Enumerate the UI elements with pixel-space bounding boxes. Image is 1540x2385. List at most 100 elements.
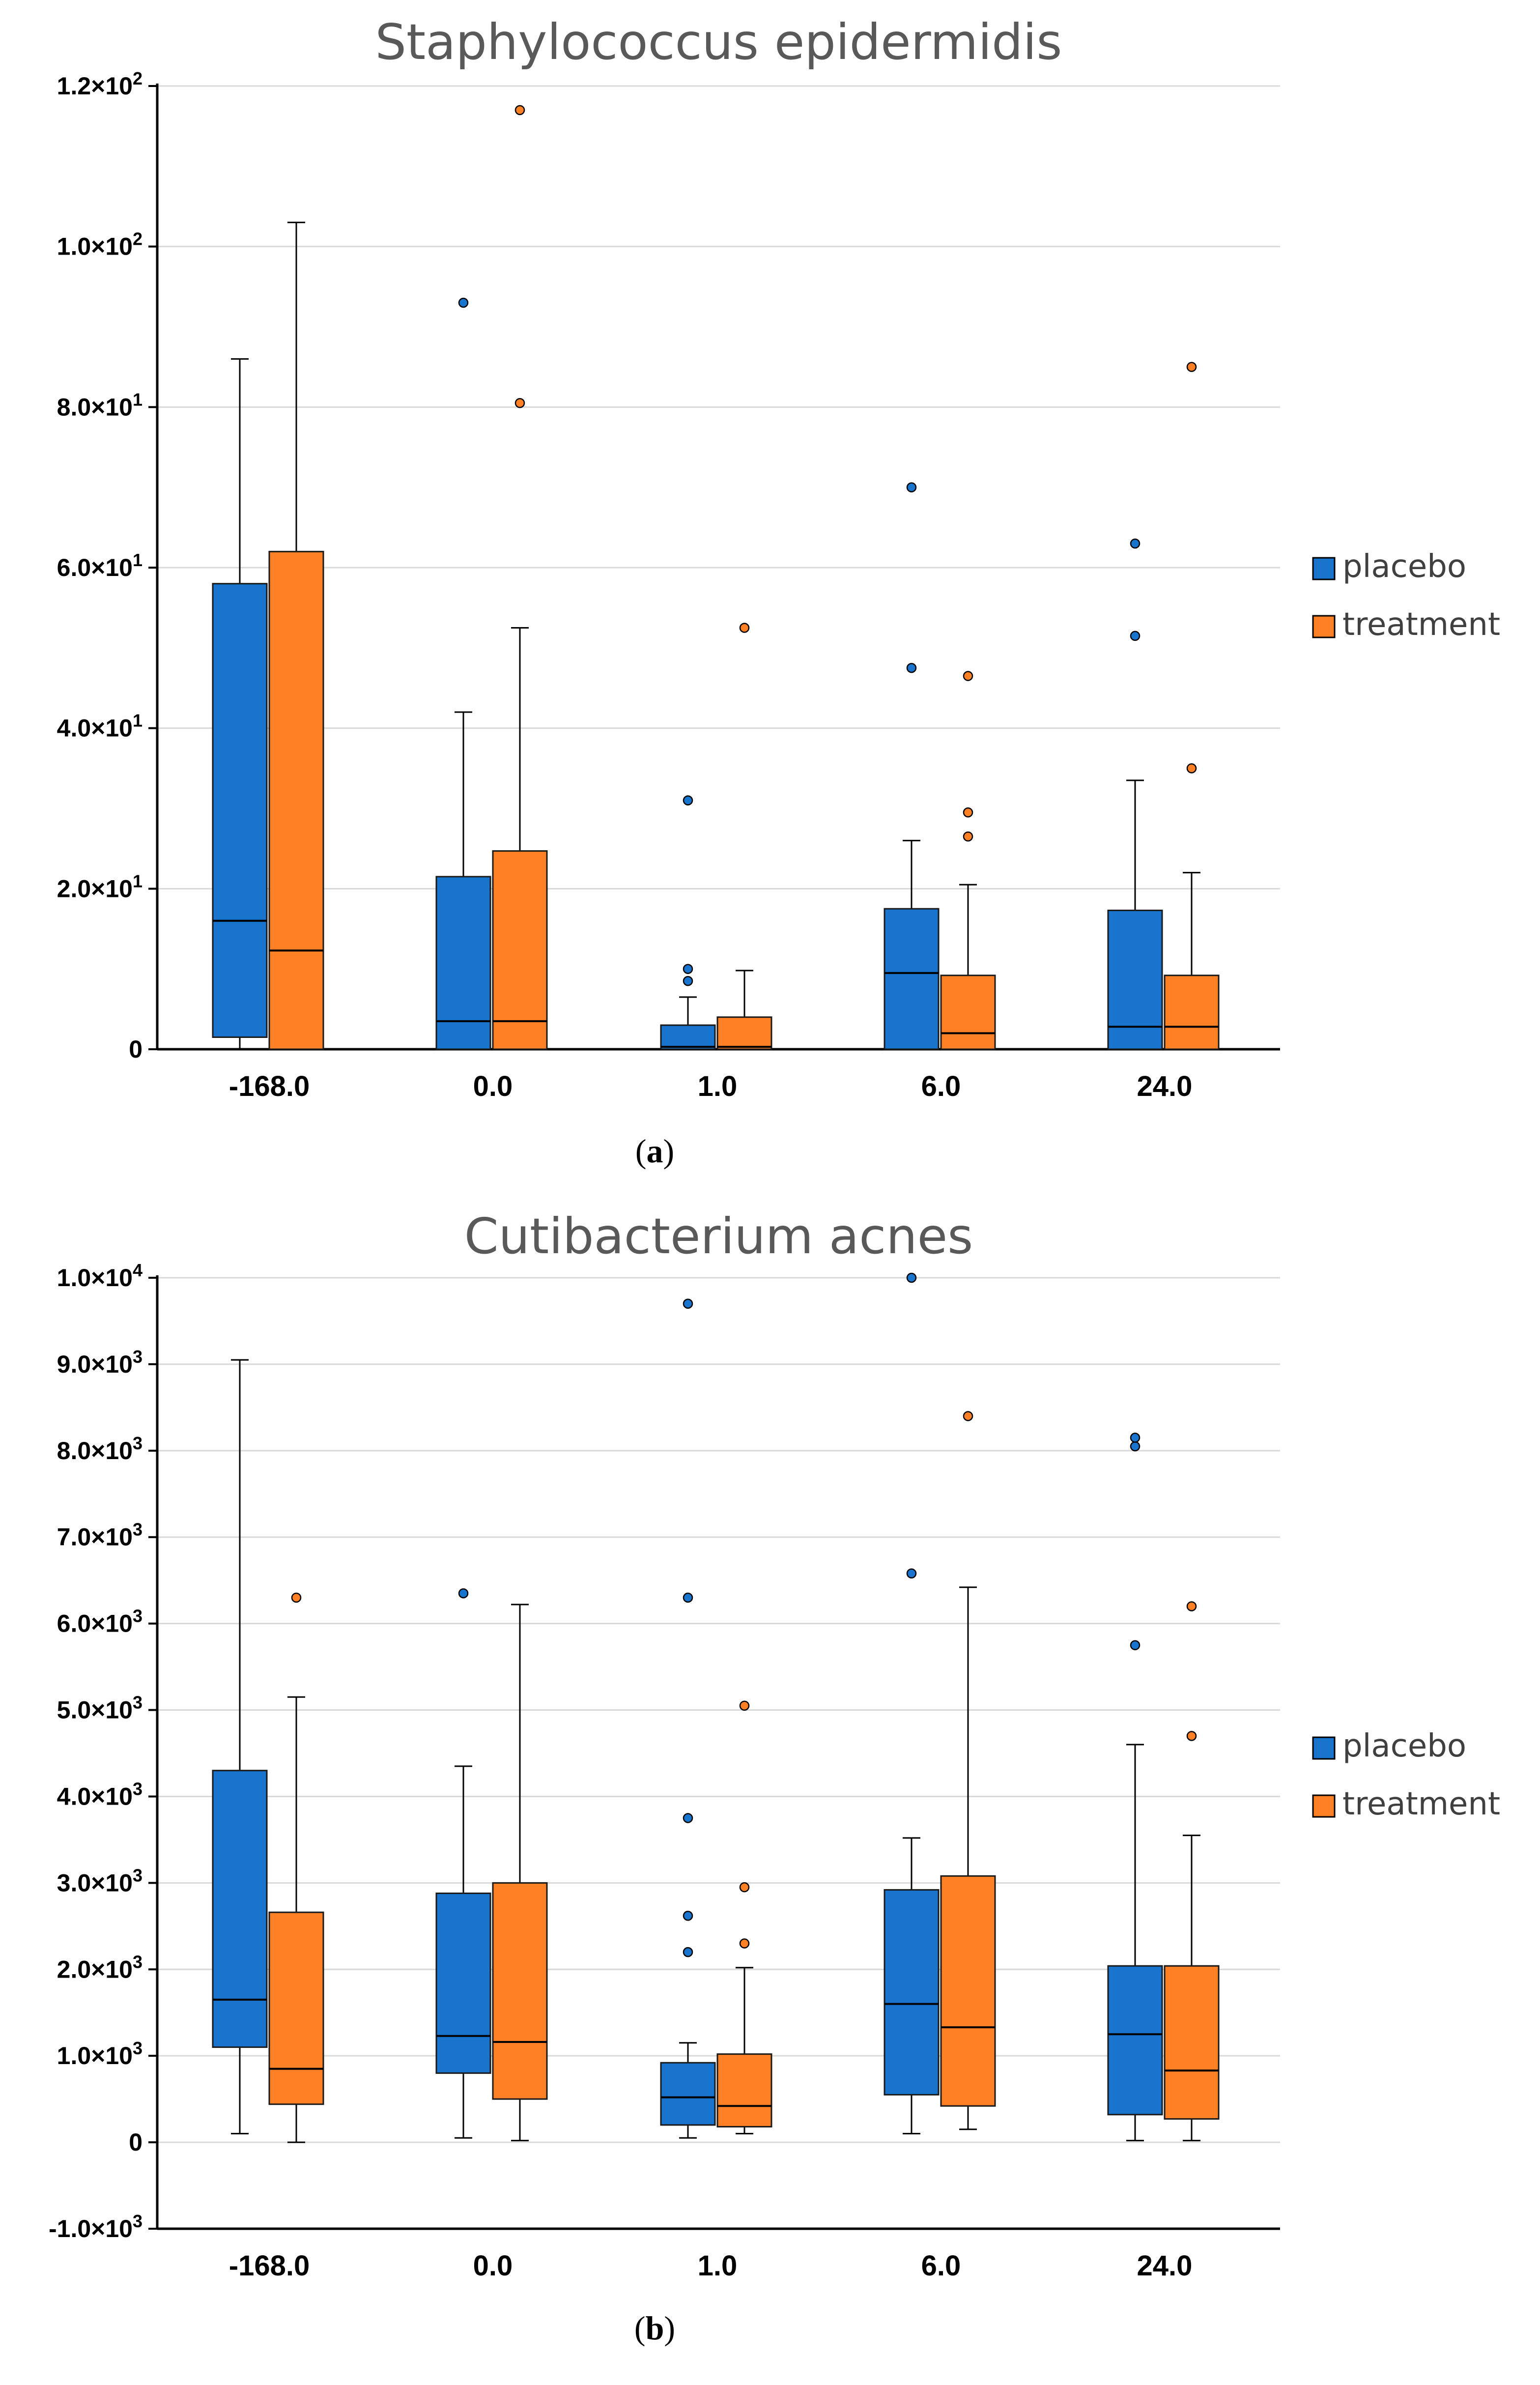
outlier-point	[906, 662, 917, 673]
chart-title: Cutibacterium acnes	[464, 1207, 973, 1265]
box-iqr	[660, 1024, 716, 1050]
y-tick-label-base: 4.0×10	[57, 1782, 133, 1810]
y-tick-label-exponent: 3	[133, 2211, 143, 2231]
y-tick-label-exponent: 3	[133, 2038, 143, 2058]
figure-caption: (b)	[634, 2309, 675, 2347]
outlier-point	[906, 1568, 917, 1579]
y-tick-label: 6.0×103	[57, 1606, 143, 1638]
y-tick-label-base: 6.0×10	[57, 1610, 133, 1638]
box-treatment	[1164, 362, 1220, 1050]
box-placebo	[1107, 1433, 1163, 2142]
y-tick-label-exponent: 1	[133, 550, 143, 570]
box-iqr	[268, 550, 324, 1050]
y-tick-label-base: 6.0×10	[57, 554, 133, 581]
y-tick-label-base: 9.0×10	[57, 1351, 133, 1378]
box-placebo	[884, 482, 940, 1050]
legend-swatch-placebo	[1312, 1736, 1336, 1760]
outlier-point	[906, 1272, 917, 1283]
x-tick-label: 6.0	[921, 2250, 961, 2282]
box-iqr	[435, 876, 491, 1050]
outlier-point	[1130, 538, 1141, 549]
y-tick-label-exponent: 1	[133, 389, 143, 409]
box-placebo	[660, 795, 716, 1050]
outlier-point	[1186, 1731, 1197, 1741]
box-iqr	[212, 1770, 268, 2048]
outlier-point	[683, 795, 693, 805]
y-tick-label-exponent: 2	[133, 68, 143, 88]
y-tick-label: 9.0×103	[57, 1347, 143, 1378]
x-tick-label: 24.0	[1137, 1070, 1193, 1102]
outlier-point	[739, 1882, 750, 1893]
outlier-point	[1130, 1433, 1141, 1443]
box-iqr	[212, 583, 268, 1038]
box-placebo	[884, 1272, 940, 2134]
caption-letter: b	[646, 2309, 664, 2347]
box-iqr	[1107, 909, 1163, 1050]
y-tick-label: 0	[129, 1035, 143, 1063]
outlier-point	[963, 671, 973, 681]
box-treatment	[716, 1700, 772, 2134]
box-treatment	[940, 671, 996, 1050]
x-tick-label: 0.0	[473, 2250, 513, 2282]
outlier-point	[291, 1592, 302, 1603]
legend-label-treatment: treatment	[1342, 1786, 1500, 1822]
y-tick-label-base: 1.0×10	[57, 2042, 133, 2069]
outlier-point	[683, 1592, 693, 1603]
y-tick-label: 4.0×101	[57, 711, 143, 742]
outlier-point	[683, 964, 693, 974]
outlier-point	[1130, 1441, 1141, 1452]
figure-caption: (a)	[635, 1132, 674, 1170]
box-iqr	[884, 1889, 940, 2096]
y-tick-label-base: 3.0×10	[57, 1869, 133, 1897]
y-tick-label-exponent: 4	[133, 1260, 143, 1280]
outlier-point	[683, 976, 693, 986]
caption-paren-close: )	[663, 1132, 675, 1170]
y-tick-label-exponent: 3	[133, 1433, 143, 1453]
y-tick-label-exponent: 3	[133, 1952, 143, 1972]
box-iqr	[268, 1911, 324, 2105]
y-tick-label: 3.0×103	[57, 1865, 143, 1897]
outlier-point	[739, 1700, 750, 1711]
y-tick-label-base: 1.2×10	[57, 72, 133, 100]
legend-label-placebo: placebo	[1342, 1728, 1466, 1764]
y-tick-label-base: 2.0×10	[57, 1955, 133, 1983]
y-tick-label-base: 8.0×10	[57, 1437, 133, 1465]
box-iqr	[1107, 1965, 1163, 2116]
legend-label-placebo: placebo	[1342, 548, 1466, 585]
box-placebo	[435, 297, 491, 1050]
y-tick-label-exponent: 3	[133, 1520, 143, 1540]
y-tick-label-exponent: 1	[133, 871, 143, 891]
box-iqr	[716, 1016, 772, 1050]
y-tick-label-base: 4.0×10	[57, 715, 133, 742]
y-tick-label: 1.0×103	[57, 2038, 143, 2069]
box-treatment	[268, 222, 324, 1050]
y-tick-label-exponent: 3	[133, 1865, 143, 1885]
chart-b: Cutibacterium acnes-1.0×10301.0×1032.0×1…	[49, 1207, 1500, 2347]
caption-paren-open: (	[634, 2309, 646, 2347]
y-tick-label: 8.0×103	[57, 1433, 143, 1465]
box-placebo	[660, 1298, 716, 2139]
y-tick-label-base: 0	[129, 1035, 143, 1063]
outlier-point	[514, 398, 525, 408]
outlier-point	[1130, 1640, 1141, 1650]
box-iqr	[435, 1892, 491, 2074]
outlier-point	[683, 1947, 693, 1957]
x-tick-label: 1.0	[698, 1070, 738, 1102]
legend-swatch-treatment	[1312, 615, 1336, 638]
outlier-point	[739, 623, 750, 633]
outlier-point	[739, 1938, 750, 1949]
y-tick-label-exponent: 3	[133, 1606, 143, 1626]
y-tick-label-base: 1.0×10	[57, 233, 133, 260]
outlier-point	[458, 1588, 469, 1599]
legend-label-treatment: treatment	[1342, 606, 1500, 643]
outlier-point	[963, 807, 973, 818]
box-placebo	[1107, 538, 1163, 1050]
outlier-point	[683, 1813, 693, 1823]
y-tick-label-exponent: 2	[133, 229, 143, 249]
y-tick-label-base: 0	[129, 2128, 143, 2156]
caption-paren-close: )	[664, 2309, 675, 2347]
outlier-point	[458, 297, 469, 308]
box-iqr	[716, 2053, 772, 2127]
